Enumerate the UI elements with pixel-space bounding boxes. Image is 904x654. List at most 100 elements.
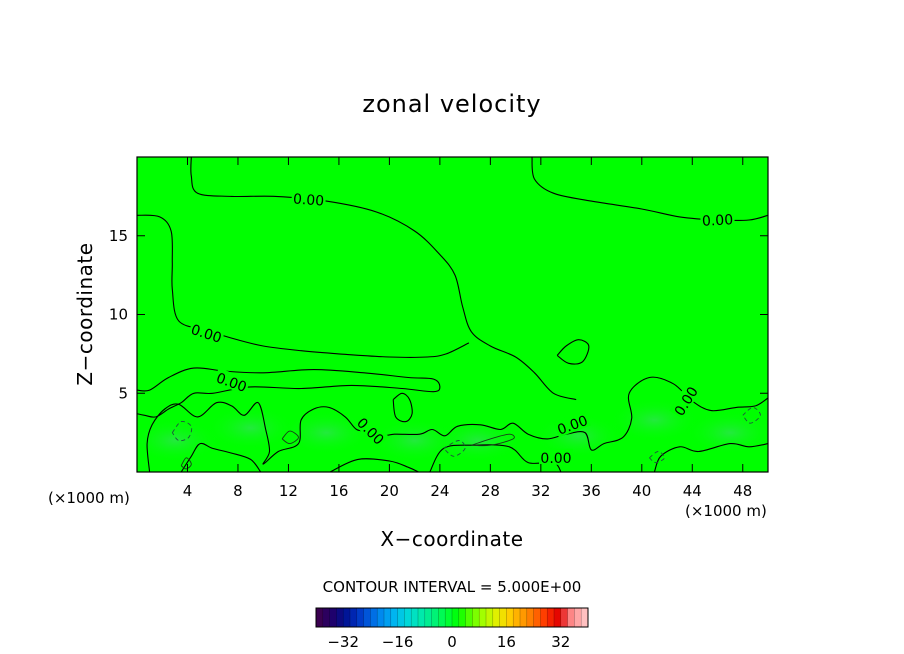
contour-line-negative	[443, 440, 466, 457]
colorbar-swatch	[343, 608, 351, 627]
plot-area: 0.000.000.000.000.00 0.000.000.00	[136, 156, 769, 473]
contour-label: 0.00	[353, 412, 389, 448]
y-tick-label: 5	[118, 384, 128, 402]
colorbar-tick-label: 32	[551, 633, 570, 651]
field-shading	[281, 410, 372, 455]
x-tick-label: 24	[430, 482, 449, 500]
x-unit-label-left: (×1000 m)	[48, 489, 130, 507]
colorbar-swatch	[404, 608, 412, 627]
colorbar-swatch	[431, 608, 439, 627]
colorbar-swatch	[533, 608, 541, 627]
chart-title: zonal velocity	[362, 90, 541, 118]
field-shading	[685, 410, 768, 455]
colorbar-swatch	[492, 608, 500, 627]
x-tick-label: 48	[733, 482, 752, 500]
colorbar-swatch	[547, 608, 555, 627]
colorbar: −32 −16 0 16 32	[315, 607, 589, 651]
contour-line-negative	[171, 420, 193, 442]
contour-interval-label: CONTOUR INTERVAL = 5.000E+00	[323, 578, 582, 596]
colorbar-swatch	[526, 608, 534, 627]
contour-line-positive	[281, 430, 299, 445]
y-tick-label: 15	[109, 227, 128, 245]
colorbar-swatch	[397, 608, 405, 627]
colorbar-swatch	[424, 608, 432, 627]
contour-line-zero	[180, 442, 262, 472]
colorbar-tick-label: −32	[327, 633, 359, 651]
contour-line-positive	[180, 457, 192, 470]
colorbar-swatch	[390, 608, 398, 627]
colorbar-swatch	[363, 608, 371, 627]
x-tick-label: 12	[279, 482, 298, 500]
colorbar-swatch	[411, 608, 419, 627]
x-tick-label: 44	[683, 482, 702, 500]
contour-label: 0.00	[700, 210, 735, 230]
contour-line-zero	[556, 339, 590, 365]
x-tick-label: 36	[582, 482, 601, 500]
contour-line-negative	[649, 451, 665, 464]
colorbar-swatch	[506, 608, 514, 627]
x-axis-title: X−coordinate	[380, 527, 523, 551]
colorbar-swatch	[445, 608, 453, 627]
colorbar-swatch	[581, 608, 589, 627]
contour-line-zero	[137, 367, 441, 418]
colorbar-swatch	[540, 608, 548, 627]
contour-label: 0.00	[291, 189, 327, 210]
colorbar-tick-label: 16	[497, 633, 516, 651]
contour-label: 0.00	[539, 448, 573, 467]
colorbar-swatch	[520, 608, 528, 627]
contour-label-text: 0.00	[702, 212, 734, 230]
colorbar-swatch	[472, 608, 480, 627]
colorbar-swatch	[438, 608, 446, 627]
colorbar-swatch	[377, 608, 385, 627]
colorbar-swatch	[356, 608, 364, 627]
contour-line-zero	[329, 458, 419, 472]
y-axis-title: Z−coordinate	[73, 242, 97, 385]
contour-line-negative	[742, 406, 761, 424]
colorbar-swatch	[418, 608, 426, 627]
colorbar-swatch	[322, 608, 330, 627]
x-tick-label: 16	[329, 482, 348, 500]
colorbar-swatch	[499, 608, 507, 627]
colorbar-swatch	[574, 608, 582, 627]
colorbar-swatch	[316, 608, 324, 627]
colorbar-swatch	[554, 608, 562, 627]
y-tick-label: 10	[109, 306, 128, 324]
colorbar-swatch	[384, 608, 392, 627]
colorbar-swatch	[350, 608, 358, 627]
colorbar-tick-label: −16	[382, 633, 414, 651]
field-shading	[137, 418, 220, 463]
colorbar-swatch	[465, 608, 473, 627]
colorbar-swatch	[486, 608, 494, 627]
x-unit-label-right: (×1000 m)	[685, 502, 767, 520]
x-tick-label: 32	[531, 482, 550, 500]
colorbar-swatch	[452, 608, 460, 627]
colorbar-swatch	[560, 608, 568, 627]
contour-line-zero	[531, 157, 768, 222]
colorbar-swatch	[513, 608, 521, 627]
x-tick-label: 40	[632, 482, 651, 500]
contour-line-zero	[653, 442, 768, 472]
x-axis: 4 8 12 16 20 24 28 32 36 40 44 48	[183, 157, 752, 500]
contour-line-zero	[392, 392, 413, 423]
contour-line-positive	[471, 433, 515, 447]
y-axis: 5 10 15	[109, 227, 768, 402]
field-shading	[369, 418, 460, 463]
colorbar-swatch	[336, 608, 344, 627]
colorbar-tick-label: 0	[447, 633, 457, 651]
contour-label-text: 0.00	[292, 191, 324, 209]
x-tick-label: 4	[183, 482, 193, 500]
colorbar-frame	[315, 607, 589, 628]
field-shading	[205, 405, 296, 450]
colorbar-swatch	[458, 608, 466, 627]
colorbar-swatch	[329, 608, 337, 627]
x-tick-label: 8	[233, 482, 243, 500]
contour-label-text: 0.00	[540, 451, 571, 467]
colorbar-swatch	[370, 608, 378, 627]
contour-line-zero	[146, 376, 768, 472]
x-tick-label: 28	[481, 482, 500, 500]
colorbar-swatch	[479, 608, 487, 627]
contour-line-zero	[137, 214, 470, 358]
colorbar-swatch	[567, 608, 575, 627]
contour-line-zero	[190, 157, 577, 401]
